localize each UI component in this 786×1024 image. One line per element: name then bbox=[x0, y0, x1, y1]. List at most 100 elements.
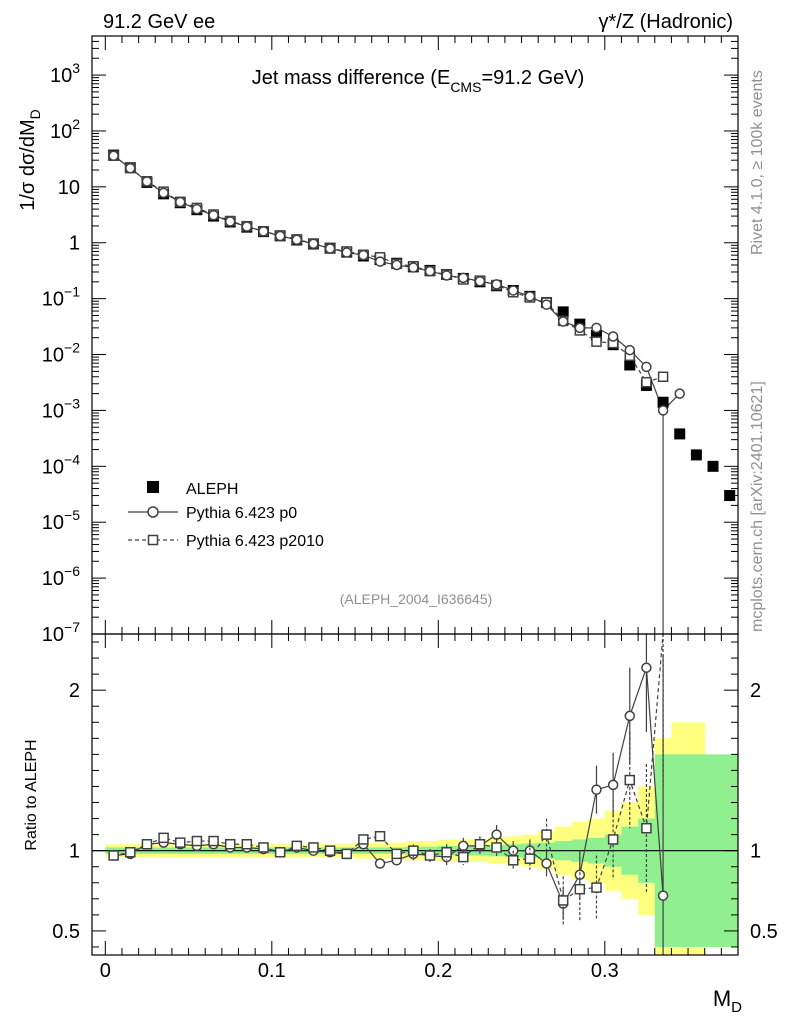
y-tick-exp-4: −1 bbox=[64, 284, 80, 300]
y-tick-base-2: 10 bbox=[58, 177, 80, 199]
p0-point-34 bbox=[674, 388, 685, 399]
ratio-frame bbox=[91, 633, 739, 956]
energy-label: 91.2 GeV ee bbox=[103, 11, 215, 33]
p0-point-5 bbox=[191, 203, 203, 215]
ratio-point-p2010-20 bbox=[441, 847, 452, 858]
ratio-point-p0-29 bbox=[591, 784, 602, 795]
y-tick-exp-1: 2 bbox=[72, 116, 80, 132]
ratio-point-p2010-6 bbox=[208, 835, 219, 847]
x-tick-label-1: 0.1 bbox=[258, 960, 286, 982]
ratio-line-0 bbox=[113, 667, 664, 905]
main-line-1 bbox=[113, 155, 664, 383]
ratio-point-p2010-11 bbox=[291, 840, 303, 852]
ratio-point-p2010-15 bbox=[358, 834, 369, 845]
legend-marker-aleph bbox=[147, 481, 159, 493]
legend-label-aleph: ALEPH bbox=[186, 481, 238, 498]
y-tick-label-10: 10−7 bbox=[42, 619, 80, 646]
rivet-label: Rivet 4.1.0, ≥ 100k events bbox=[749, 70, 766, 255]
p0-point-3 bbox=[158, 187, 169, 199]
ratio-point-p2010-16 bbox=[374, 830, 386, 842]
main-ylabel-sub: D bbox=[27, 109, 43, 119]
p0-point-31 bbox=[624, 344, 636, 356]
ratio-y-tick-label-left-1: 1 bbox=[69, 841, 80, 863]
main-series bbox=[108, 149, 736, 634]
y-tick-label-6: 10−3 bbox=[42, 395, 80, 422]
p0-point-16 bbox=[374, 256, 386, 267]
p0-point-15 bbox=[358, 249, 369, 261]
ratio-point-p0-21 bbox=[458, 840, 469, 852]
y-tick-exp-7: −4 bbox=[64, 451, 80, 467]
y-tick-base-9: 10 bbox=[42, 568, 64, 590]
aleph-point-27 bbox=[557, 306, 569, 318]
p2010-point-29 bbox=[591, 336, 602, 347]
ratio-point-p2010-22 bbox=[474, 839, 486, 850]
y-tick-base-8: 10 bbox=[42, 512, 64, 534]
aleph-point-35 bbox=[690, 449, 702, 461]
p0-point-20 bbox=[441, 270, 452, 281]
y-tick-base-5: 10 bbox=[42, 345, 64, 367]
ratio-point-p0-33 bbox=[657, 890, 669, 901]
p0-point-12 bbox=[308, 238, 319, 249]
ratio-point-p2010-14 bbox=[341, 848, 352, 860]
p0-point-24 bbox=[507, 285, 519, 296]
p0-point-26 bbox=[541, 299, 552, 310]
p0-point-1 bbox=[125, 163, 136, 174]
legend: ALEPH Pythia 6.423 p0 Pythia 6.423 p2010 bbox=[128, 481, 324, 550]
p0-point-28 bbox=[574, 322, 586, 334]
x-tick-label-3: 0.3 bbox=[591, 960, 619, 982]
p0-point-0 bbox=[108, 150, 119, 162]
ratio-point-p2010-0 bbox=[108, 850, 119, 861]
p0-point-10 bbox=[274, 230, 286, 242]
p0-point-4 bbox=[174, 196, 186, 208]
p2010-point-32 bbox=[641, 376, 652, 388]
legend-marker-p0 bbox=[147, 506, 159, 518]
p0-point-8 bbox=[241, 221, 253, 232]
legend-label-p2010: Pythia 6.423 p2010 bbox=[186, 533, 324, 550]
ratio-point-p2010-27 bbox=[557, 895, 569, 906]
y-tick-exp-8: −5 bbox=[64, 507, 80, 523]
ratio-y-tick-label-left-2: 0.5 bbox=[52, 921, 80, 943]
y-tick-exp-9: −6 bbox=[64, 563, 80, 579]
y-tick-base-3: 1 bbox=[69, 233, 80, 255]
p0-point-23 bbox=[491, 279, 502, 290]
ratio-point-p2010-24 bbox=[507, 855, 519, 866]
ratio-point-p0-30 bbox=[607, 779, 619, 791]
y-tick-label-0: 103 bbox=[50, 60, 80, 87]
aleph-point-34 bbox=[674, 428, 686, 440]
main-title: Jet mass difference (ECMS=91.2 GeV) bbox=[252, 67, 585, 95]
p0-point-2 bbox=[141, 176, 153, 187]
ratio-point-p2010-2 bbox=[141, 839, 153, 850]
ratio-ylabel: Ratio to ALEPH bbox=[23, 739, 40, 850]
process-label: γ*/Z (Hadronic) bbox=[599, 11, 733, 33]
ratio-point-p2010-25 bbox=[524, 853, 536, 864]
y-tick-label-5: 10−2 bbox=[42, 340, 80, 367]
p0-point-22 bbox=[474, 275, 486, 287]
axes: 0 0.1 0.2 0.310310210110−110−210−310−410−51… bbox=[42, 35, 778, 982]
ratio-point-p2010-31 bbox=[624, 774, 636, 786]
ratio-line-1 bbox=[113, 633, 664, 902]
x-tick-label-0: 0 bbox=[100, 960, 111, 982]
p0-point-27 bbox=[557, 316, 569, 327]
main-title-sub: CMS bbox=[450, 79, 481, 95]
ratio-point-p2010-32 bbox=[641, 822, 652, 834]
ratio-point-p2010-26 bbox=[541, 829, 552, 840]
ratio-series bbox=[108, 633, 669, 955]
p0-point-32 bbox=[641, 361, 652, 373]
ratio-point-p2010-3 bbox=[158, 832, 169, 844]
analysis-annotation: (ALEPH_2004_I636645) bbox=[340, 591, 493, 607]
ratio-point-p2010-28 bbox=[574, 883, 586, 895]
ratio-point-p2010-13 bbox=[324, 845, 336, 856]
ratio-point-p0-16 bbox=[374, 858, 386, 869]
mcplots-label: mcplots.cern.ch [arXiv:2401.10621] bbox=[749, 381, 766, 632]
legend-label-p0: Pythia 6.423 p0 bbox=[186, 505, 297, 522]
ratio-point-p2010-17 bbox=[391, 848, 402, 860]
p0-point-9 bbox=[258, 226, 269, 237]
p0-point-18 bbox=[408, 262, 419, 273]
y-tick-base-4: 10 bbox=[42, 289, 64, 311]
ratio-point-p2010-8 bbox=[241, 839, 253, 850]
p0-point-13 bbox=[324, 243, 336, 254]
aleph-point-29 bbox=[590, 329, 602, 341]
main-title-text: Jet mass difference (E bbox=[252, 67, 451, 89]
y-tick-label-4: 10−1 bbox=[42, 284, 80, 311]
p0-point-17 bbox=[391, 259, 402, 271]
